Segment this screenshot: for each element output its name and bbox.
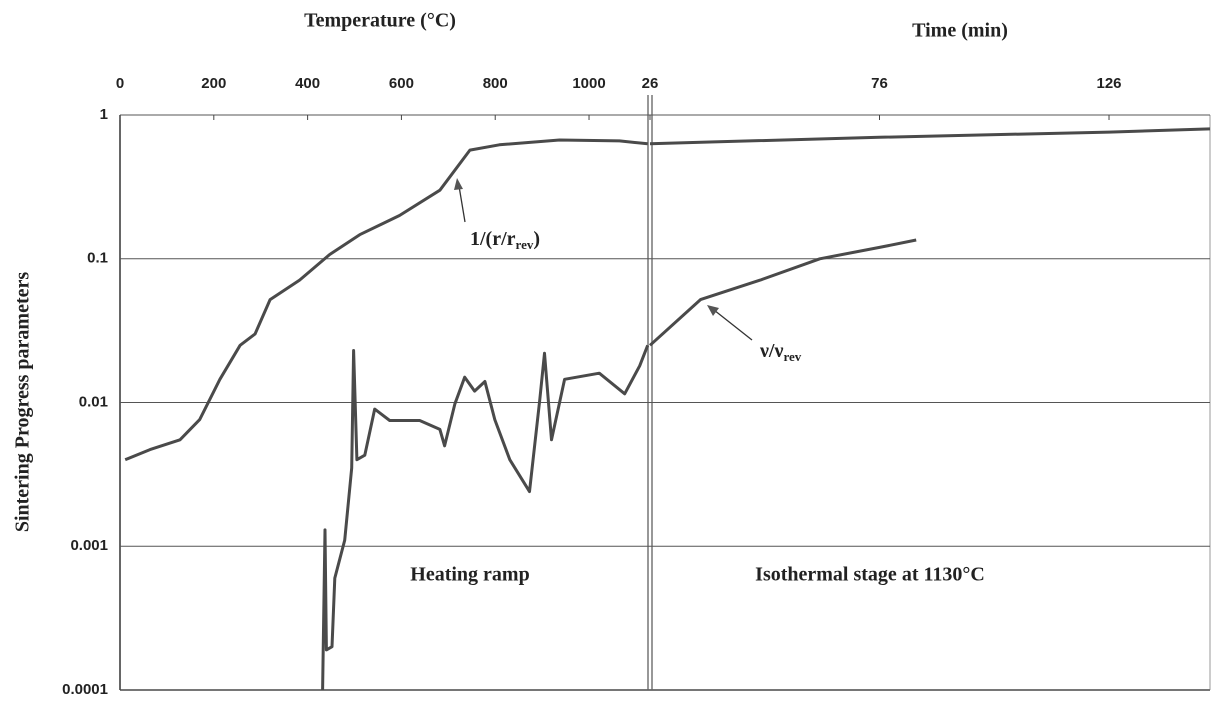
series-line bbox=[124, 138, 648, 462]
annotation-part: ν/ν bbox=[759, 340, 783, 362]
y-tick-label: 0.0001 bbox=[62, 681, 108, 698]
annotation: Isothermal stage at 1130°C bbox=[755, 564, 985, 586]
annotation: Heating ramp bbox=[410, 564, 529, 586]
x2-tick-label: 76 bbox=[871, 75, 888, 92]
y-tick-label: 0.1 bbox=[87, 250, 108, 267]
series-line bbox=[649, 127, 1211, 146]
x-tick-label: 600 bbox=[389, 75, 414, 92]
x-tick-label: 0 bbox=[116, 75, 124, 92]
x-title: Temperature (°C) bbox=[304, 10, 456, 32]
x-tick-label: 400 bbox=[295, 75, 320, 92]
annotation-part: ) bbox=[533, 228, 540, 250]
annotation-sub: rev bbox=[516, 237, 534, 252]
y-tick-label: 0.01 bbox=[79, 393, 108, 410]
annotation-part: 1/(r/r bbox=[470, 228, 516, 250]
x2-tick-label: 126 bbox=[1097, 75, 1122, 92]
arrowhead bbox=[707, 305, 719, 316]
arrow bbox=[713, 309, 753, 341]
x2-tick-label: 26 bbox=[642, 75, 659, 92]
annotation: 1/(r/rrev) bbox=[470, 228, 540, 252]
x-tick-label: 1000 bbox=[572, 75, 605, 92]
x-tick-label: 200 bbox=[201, 75, 226, 92]
series-line bbox=[321, 344, 650, 691]
annotation: ν/νrev bbox=[759, 340, 802, 364]
x-tick-label: 800 bbox=[483, 75, 508, 92]
y-tick-label: 0.001 bbox=[70, 537, 108, 554]
x2-title: Time (min) bbox=[912, 20, 1008, 42]
series-line bbox=[648, 238, 917, 347]
arrowhead bbox=[454, 178, 463, 190]
y-tick-label: 1 bbox=[100, 106, 108, 123]
arrow bbox=[458, 185, 466, 223]
annotation-sub: rev bbox=[783, 349, 801, 364]
y-title: Sintering Progress parameters bbox=[12, 272, 34, 533]
